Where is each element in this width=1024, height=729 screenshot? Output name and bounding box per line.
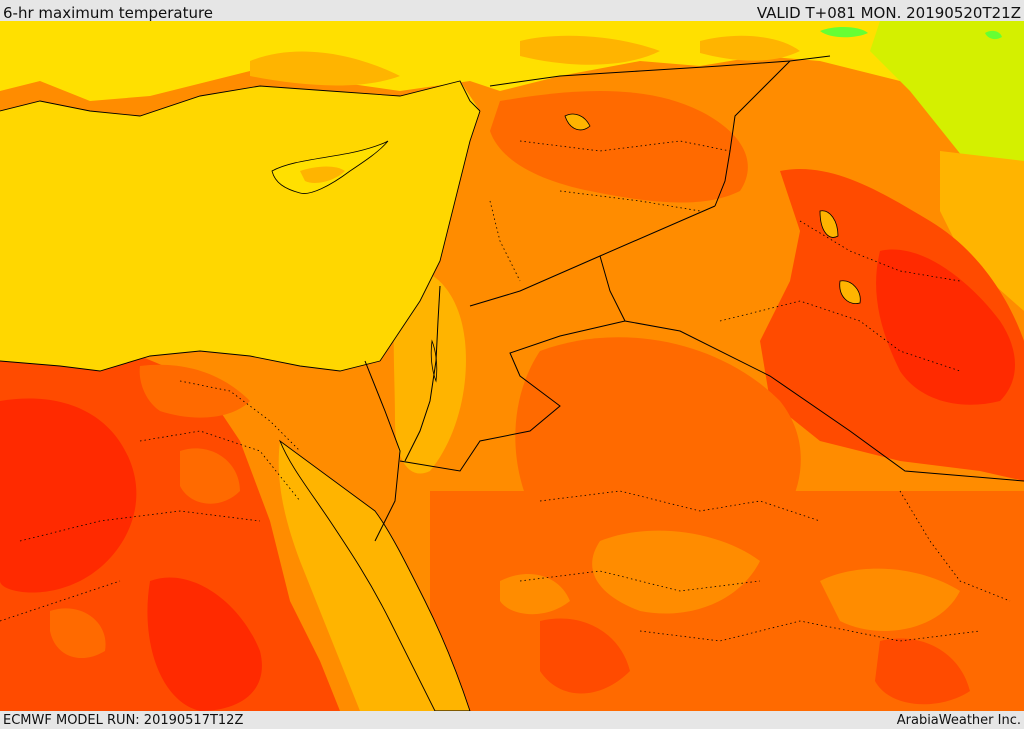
levant-light-orange <box>393 269 466 474</box>
egypt-israel-border <box>364 360 401 542</box>
north-green-spot-2 <box>985 30 1002 40</box>
levant-coastline <box>379 110 481 362</box>
north-green-spot-1 <box>820 27 868 38</box>
egypt-dark-orange-patches <box>50 448 240 659</box>
header-bar <box>0 0 1024 21</box>
syria-dark-orange <box>490 91 748 203</box>
red-sea-water <box>278 439 471 711</box>
syria-iraq-border <box>714 60 791 207</box>
temperature-map <box>0 21 1024 711</box>
egypt-red <box>0 398 262 711</box>
syria-turkey-border <box>489 55 831 87</box>
jordan-saudi-border-1 <box>469 205 716 307</box>
north-light-orange-patches <box>250 35 800 86</box>
egypt-coastline <box>0 350 381 372</box>
credit-label: ArabiaWeather Inc. <box>896 713 1021 728</box>
east-light-orange <box>940 151 1024 311</box>
jordan-saudi-border-2 <box>399 320 626 472</box>
jordan-river <box>404 285 441 462</box>
sinai-dark-orange <box>139 364 250 418</box>
north-coastline <box>0 80 481 117</box>
iraq-deep-red <box>876 249 1015 405</box>
tharthar-lake <box>819 210 839 238</box>
razzaza-lake <box>839 280 861 304</box>
south-red-patches <box>540 618 970 705</box>
dead-sea <box>430 339 438 383</box>
province-lines <box>0 140 1011 642</box>
footer-bar <box>0 711 1024 729</box>
valid-time: VALID T+081 MON. 20190520T21Z <box>756 4 1021 22</box>
cyprus-inner <box>300 166 345 183</box>
south-light-orange-patches <box>500 530 960 631</box>
north-yellow-green <box>870 21 1024 201</box>
map-title: 6-hr maximum temperature <box>3 4 214 22</box>
model-run-label: ECMWF MODEL RUN: 20190517T12Z <box>3 713 244 728</box>
iraq-saudi-border <box>599 255 1024 482</box>
lake-assad <box>564 113 591 131</box>
